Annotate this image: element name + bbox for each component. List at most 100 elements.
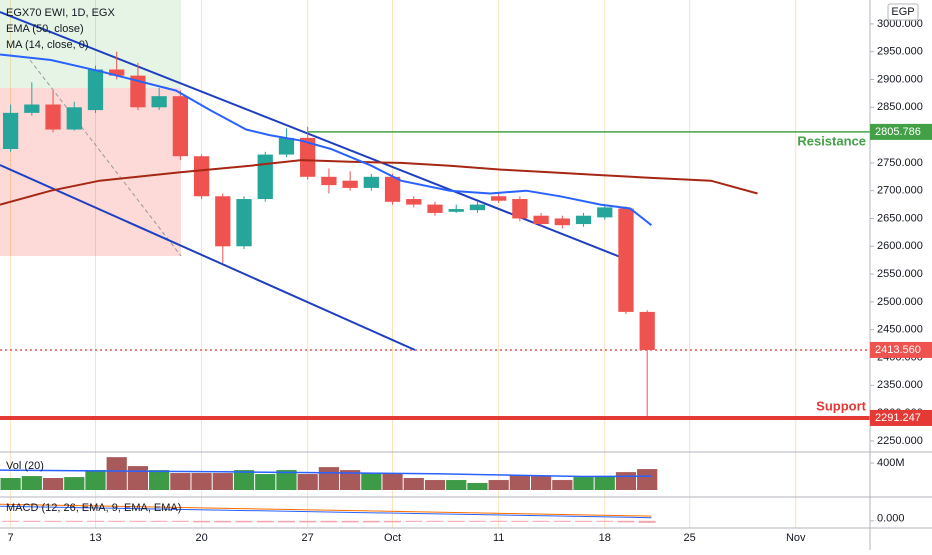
volume-bar bbox=[615, 472, 637, 490]
y-tick-label: 2250.000 bbox=[877, 435, 923, 447]
volume-tick-label: 400M bbox=[877, 457, 905, 469]
volume-bar bbox=[530, 476, 552, 490]
level-value: 2291.247 bbox=[875, 412, 921, 424]
volume-bar bbox=[170, 473, 191, 490]
level-label: Resistance bbox=[797, 133, 866, 148]
candle-body bbox=[384, 176, 401, 202]
volume-bar bbox=[552, 480, 573, 490]
long-position-stop bbox=[0, 88, 181, 256]
candle-body bbox=[575, 215, 592, 225]
macd-histogram-bar bbox=[362, 520, 380, 523]
chart-title: EGX70 EWI, 1D, EGX bbox=[6, 7, 115, 19]
indicator-line bbox=[0, 159, 758, 206]
last-price-tag bbox=[870, 341, 932, 358]
level-tag bbox=[870, 409, 932, 426]
volume-bar bbox=[594, 476, 615, 490]
macd-histogram-bar bbox=[150, 520, 168, 522]
macd-histogram-bar bbox=[44, 520, 62, 522]
volume-bar bbox=[424, 480, 446, 490]
macd-histogram-bar bbox=[617, 520, 635, 523]
candle-body bbox=[257, 154, 273, 200]
macd-histogram-bar bbox=[235, 520, 253, 523]
volume-bar bbox=[467, 483, 488, 490]
candle-body bbox=[236, 199, 252, 247]
trend-line bbox=[0, 164, 416, 351]
y-tick-label: 2600.000 bbox=[877, 240, 923, 252]
volume-bar bbox=[42, 478, 64, 490]
x-tick-label: 11 bbox=[493, 532, 504, 544]
macd-histogram-bar bbox=[129, 520, 147, 522]
volume-bar bbox=[64, 477, 85, 490]
grid bbox=[10, 0, 797, 528]
x-tick-label: 27 bbox=[302, 532, 314, 544]
candle-body bbox=[193, 156, 210, 197]
x-tick-label: 7 bbox=[8, 532, 14, 544]
volume-bar bbox=[382, 473, 403, 490]
volume-label: Vol (20) bbox=[6, 460, 44, 472]
x-tick-label: 25 bbox=[684, 532, 696, 544]
macd-histogram-bar bbox=[553, 520, 571, 522]
currency: EGP bbox=[891, 6, 914, 18]
indicator-line bbox=[0, 503, 652, 517]
volume-bar bbox=[403, 478, 424, 490]
volume-bar bbox=[297, 474, 318, 490]
volume-bar bbox=[340, 470, 361, 490]
volume-bar bbox=[212, 473, 233, 490]
volume-bar bbox=[637, 469, 658, 490]
macd-histogram-bar bbox=[299, 520, 317, 523]
volume-bar bbox=[85, 470, 106, 490]
volume-bar bbox=[509, 475, 530, 490]
candle-body bbox=[24, 104, 40, 113]
candle-body bbox=[597, 207, 613, 218]
candle-body bbox=[512, 199, 528, 219]
volume-bar bbox=[149, 470, 170, 490]
y-tick-label: 3000.000 bbox=[877, 18, 923, 30]
volume-bar bbox=[255, 474, 276, 490]
indicator-label: MA (14, close, 0) bbox=[6, 39, 89, 51]
y-tick-label: 2500.000 bbox=[877, 296, 923, 308]
volume-bar bbox=[276, 470, 297, 490]
x-tick-label: Nov bbox=[786, 532, 806, 544]
last-price-label: 2413.560 bbox=[875, 344, 921, 356]
position-diagonal bbox=[29, 59, 182, 257]
y-tick-label: 2550.000 bbox=[877, 268, 923, 280]
macd-histogram-bar bbox=[23, 520, 41, 522]
macd-histogram-bar bbox=[384, 520, 402, 523]
macd-histogram-bar bbox=[468, 520, 486, 522]
candle-body bbox=[87, 69, 104, 111]
x-tick-label: 13 bbox=[89, 532, 101, 544]
volume-bar bbox=[0, 478, 21, 490]
candle-body bbox=[639, 311, 655, 350]
candle-body bbox=[469, 204, 486, 211]
macd-histogram-bar bbox=[596, 520, 614, 522]
candle-body bbox=[448, 209, 464, 212]
volume-bar bbox=[191, 473, 212, 490]
macd-histogram-bar bbox=[575, 520, 593, 522]
candle-body bbox=[342, 180, 358, 188]
indicator-line bbox=[0, 53, 653, 226]
candle-body bbox=[215, 196, 231, 247]
y-tick-label: 2900.000 bbox=[877, 73, 923, 85]
candle-body bbox=[2, 112, 19, 149]
volume-bar bbox=[488, 480, 509, 490]
candle-body bbox=[491, 196, 507, 201]
candle-body bbox=[618, 208, 634, 312]
candle-body bbox=[172, 96, 189, 157]
macd-histogram-bar bbox=[87, 520, 104, 522]
volume-bar bbox=[446, 480, 467, 490]
x-tick-label: 18 bbox=[599, 532, 611, 544]
macd-histogram-bar bbox=[108, 520, 126, 522]
macd-histogram-bar bbox=[65, 520, 83, 522]
candle-body bbox=[45, 104, 61, 130]
candle-body bbox=[109, 69, 125, 76]
indicator-label: EMA (50, close) bbox=[6, 23, 84, 35]
macd-histogram-bar bbox=[638, 520, 656, 523]
candle-body bbox=[406, 199, 422, 205]
macd-histogram-bar bbox=[490, 520, 508, 522]
macd-histogram-bar bbox=[426, 520, 444, 522]
candle-body bbox=[554, 218, 570, 226]
macd-histogram-bar bbox=[214, 520, 232, 523]
macd-histogram-bar bbox=[511, 520, 529, 522]
